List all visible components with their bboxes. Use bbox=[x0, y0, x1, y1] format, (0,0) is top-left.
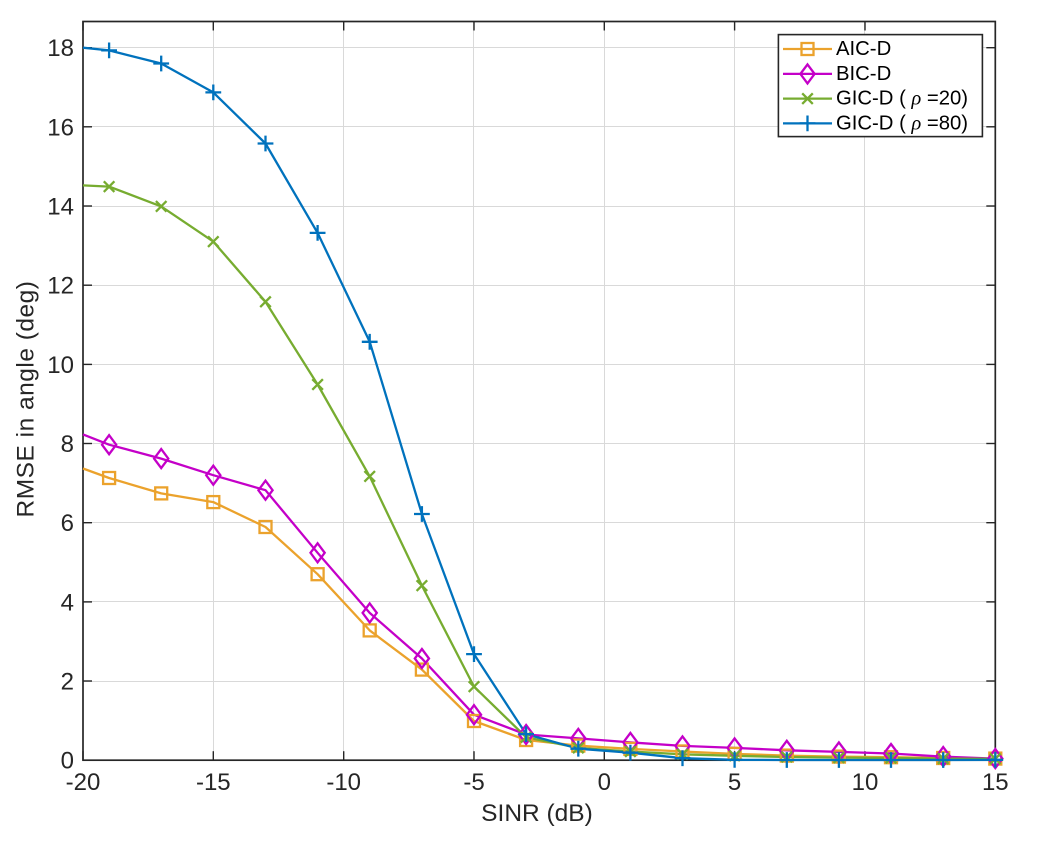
svg-text:10: 10 bbox=[47, 352, 74, 379]
svg-text:-15: -15 bbox=[196, 769, 231, 796]
svg-text:6: 6 bbox=[61, 510, 74, 537]
svg-text:GIC-D ( ρ =80): GIC-D ( ρ =80) bbox=[836, 112, 968, 134]
svg-text:RMSE in angle (deg): RMSE in angle (deg) bbox=[13, 281, 40, 518]
svg-text:0: 0 bbox=[598, 769, 611, 796]
svg-text:12: 12 bbox=[47, 273, 74, 300]
svg-text:-20: -20 bbox=[66, 769, 101, 796]
svg-text:BIC-D: BIC-D bbox=[836, 63, 891, 85]
svg-text:4: 4 bbox=[61, 589, 74, 616]
svg-text:-5: -5 bbox=[463, 769, 484, 796]
svg-text:16: 16 bbox=[47, 114, 74, 141]
svg-text:SINR (dB): SINR (dB) bbox=[481, 800, 593, 827]
svg-text:AIC-D: AIC-D bbox=[836, 38, 891, 60]
svg-text:2: 2 bbox=[61, 669, 74, 696]
svg-text:-10: -10 bbox=[326, 769, 361, 796]
svg-text:0: 0 bbox=[61, 748, 74, 775]
svg-text:14: 14 bbox=[47, 194, 74, 221]
svg-text:8: 8 bbox=[61, 431, 74, 458]
svg-text:5: 5 bbox=[728, 769, 741, 796]
svg-text:15: 15 bbox=[982, 769, 1009, 796]
svg-text:18: 18 bbox=[47, 35, 74, 62]
svg-text:GIC-D ( ρ =20): GIC-D ( ρ =20) bbox=[836, 88, 968, 110]
svg-text:10: 10 bbox=[852, 769, 879, 796]
